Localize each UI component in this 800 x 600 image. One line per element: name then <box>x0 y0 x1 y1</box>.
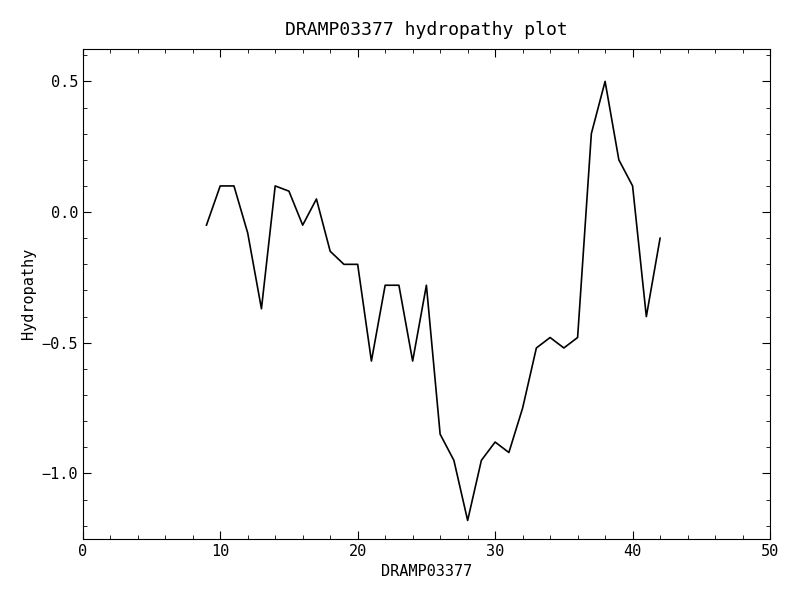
Title: DRAMP03377 hydropathy plot: DRAMP03377 hydropathy plot <box>285 21 568 39</box>
X-axis label: DRAMP03377: DRAMP03377 <box>381 564 472 579</box>
Y-axis label: Hydropathy: Hydropathy <box>21 248 36 340</box>
